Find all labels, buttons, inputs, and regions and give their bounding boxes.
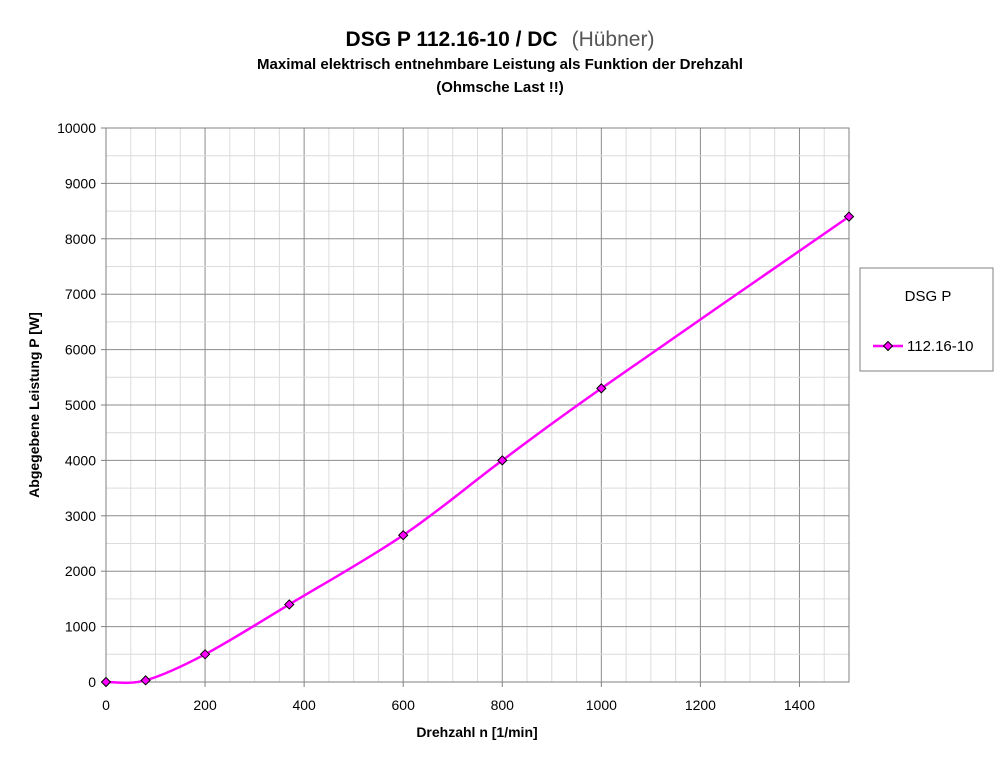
legend: DSG P 112.16-10 (859, 267, 994, 372)
x-tick-label: 0 (102, 697, 110, 713)
chart-title-suffix: (Hübner) (572, 28, 655, 51)
data-point-marker (140, 675, 151, 686)
y-tick-label: 0 (88, 674, 96, 690)
data-point-marker (843, 211, 855, 222)
legend-title: DSG P (905, 288, 952, 305)
legend-box (859, 267, 994, 372)
legend-series-label: 112.16-10 (907, 338, 973, 355)
x-tick-label: 200 (193, 697, 217, 713)
y-axis: 0 1000 2000 3000 4000 5000 6000 7000 8000 9000 100… (57, 120, 106, 690)
y-tick-label: 5000 (65, 397, 96, 413)
x-tick-label: 1200 (685, 697, 716, 713)
data-point-marker (284, 599, 295, 610)
x-axis: 0 200 400 600 800 1000 1200 1400 (102, 682, 815, 713)
data-point-marker (497, 455, 508, 466)
chart-title: DSG P 112.16-10 / DC (Hübner) (346, 28, 655, 51)
y-tick-label: 9000 (65, 175, 96, 191)
y-tick-label: 10000 (57, 120, 96, 136)
y-tick-label: 7000 (65, 286, 96, 302)
chart-subtitle-line-2: (Ohmsche Last !!) (436, 79, 564, 96)
y-tick-label: 1000 (65, 619, 96, 635)
x-axis-label: Drehzahl n [1/min] (416, 724, 537, 740)
y-tick-label: 4000 (65, 452, 96, 468)
y-tick-label: 3000 (65, 508, 96, 524)
x-tick-label: 1400 (784, 697, 815, 713)
x-tick-label: 600 (392, 697, 416, 713)
chart-subtitle-line-1: Maximal elektrisch entnehmbare Leistung … (257, 56, 743, 73)
y-tick-label: 6000 (65, 342, 96, 358)
y-tick-label: 2000 (65, 563, 96, 579)
x-tick-label: 400 (292, 697, 316, 713)
data-point-marker (596, 383, 607, 394)
y-axis-label: Abgegebene Leistung P [W] (26, 312, 42, 498)
series-group (100, 211, 855, 688)
x-tick-label: 1000 (586, 697, 617, 713)
data-point-marker (100, 676, 112, 688)
chart-title-main: DSG P 112.16-10 / DC (346, 28, 558, 51)
y-tick-label: 8000 (65, 231, 96, 247)
x-tick-label: 800 (491, 697, 515, 713)
data-point-marker (199, 649, 211, 660)
legend-marker (882, 340, 894, 352)
data-point-marker (397, 529, 409, 541)
grid (106, 128, 849, 682)
